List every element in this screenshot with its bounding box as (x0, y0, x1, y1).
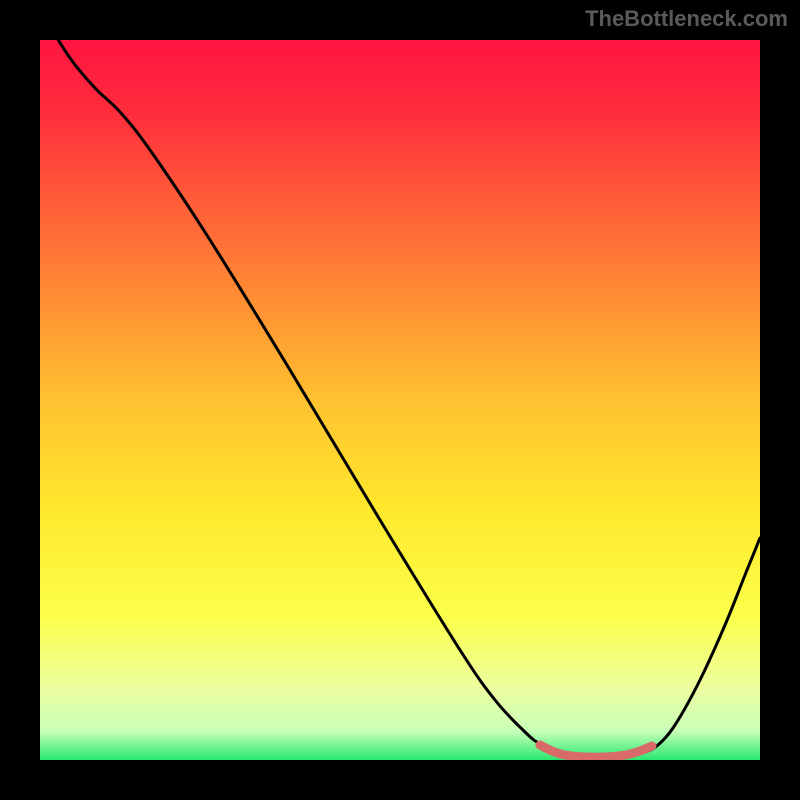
bottleneck-curve (40, 40, 760, 758)
curve-layer (40, 40, 760, 760)
plot-area (40, 40, 760, 760)
watermark-text: TheBottleneck.com (585, 6, 788, 32)
highlight-segment (540, 745, 652, 757)
